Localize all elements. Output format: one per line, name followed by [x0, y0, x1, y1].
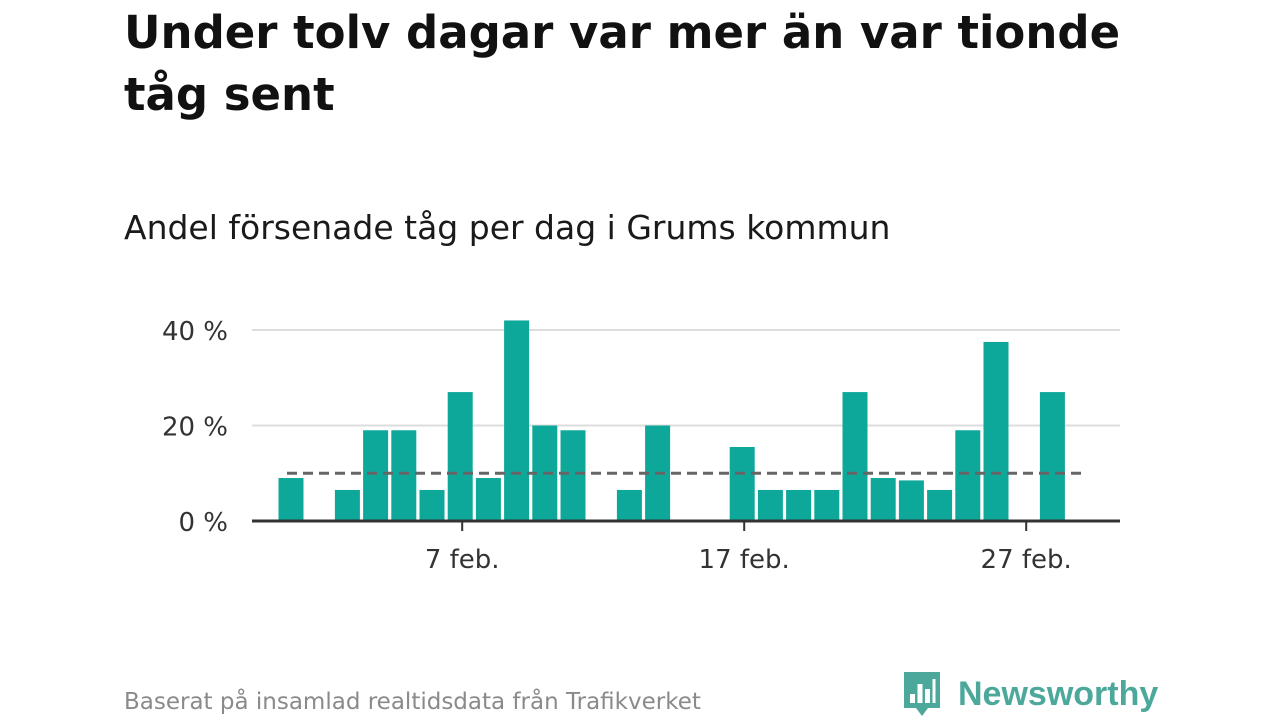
- bar: [955, 430, 981, 521]
- bar: [447, 392, 473, 521]
- bar: [898, 480, 924, 521]
- bar: [334, 489, 360, 521]
- grid-lines: [252, 329, 1120, 427]
- bar: [391, 430, 417, 521]
- bar: [560, 430, 586, 521]
- bar-chart-icon: [904, 672, 940, 716]
- y-tick-label: 20 %: [162, 413, 228, 443]
- chart-title: Under tolv dagar var mer än var tionde t…: [124, 6, 1121, 121]
- newsworthy-logo[interactable]: Newsworthy: [902, 670, 1158, 718]
- x-tick-label: 27 feb.: [981, 545, 1072, 575]
- bar: [786, 489, 812, 521]
- bar: [729, 446, 755, 521]
- bar: [363, 430, 389, 521]
- bar: [616, 489, 642, 521]
- brand-name: Newsworthy: [958, 674, 1159, 713]
- bar: [504, 320, 530, 521]
- bar: [278, 478, 304, 521]
- x-tick-label: 17 feb.: [699, 545, 790, 575]
- source-note: Baserat på insamlad realtidsdata från Tr…: [124, 689, 701, 715]
- bar: [419, 489, 445, 521]
- bar: [870, 478, 896, 521]
- y-tick-label: 0 %: [178, 508, 228, 538]
- bars: [278, 320, 1065, 521]
- x-tick-label: 7 feb.: [425, 545, 500, 575]
- bar: [842, 392, 868, 521]
- bar: [814, 489, 840, 521]
- bar: [475, 478, 501, 521]
- bar: [927, 489, 953, 521]
- bar: [757, 489, 783, 521]
- bar: [983, 341, 1009, 521]
- axes: 0 % 20 % 40 % 7 feb. 17 feb. 27 feb.: [162, 317, 1120, 575]
- y-tick-label: 40 %: [162, 317, 228, 347]
- bar: [1039, 392, 1065, 521]
- chart-subtitle: Andel försenade tåg per dag i Grums komm…: [124, 208, 891, 247]
